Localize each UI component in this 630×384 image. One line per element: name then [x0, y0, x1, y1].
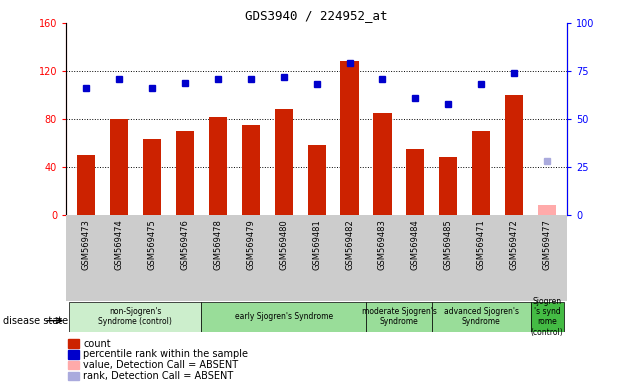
Text: GSM569484: GSM569484 [411, 219, 420, 270]
Bar [472, 131, 490, 215]
Text: GSM569480: GSM569480 [279, 219, 288, 270]
Bar [110, 119, 128, 215]
Title: GDS3940 / 224952_at: GDS3940 / 224952_at [245, 9, 388, 22]
Bar [275, 109, 293, 215]
Text: percentile rank within the sample: percentile rank within the sample [83, 349, 248, 359]
Bar [143, 139, 161, 215]
Text: GSM569471: GSM569471 [477, 219, 486, 270]
Bar [176, 131, 194, 215]
Bar [432, 302, 530, 331]
Text: advanced Sjogren's
Syndrome: advanced Sjogren's Syndrome [444, 307, 519, 326]
Bar [439, 157, 457, 215]
Bar [201, 302, 366, 331]
Bar [307, 146, 326, 215]
Text: GSM569474: GSM569474 [115, 219, 123, 270]
Text: Sjogren
's synd
rome
(control): Sjogren 's synd rome (control) [531, 297, 564, 337]
Bar [66, 215, 567, 301]
Text: value, Detection Call = ABSENT: value, Detection Call = ABSENT [83, 360, 238, 370]
Text: GSM569472: GSM569472 [510, 219, 518, 270]
Text: GSM569475: GSM569475 [147, 219, 156, 270]
Text: rank, Detection Call = ABSENT: rank, Detection Call = ABSENT [83, 371, 233, 381]
Text: GSM569485: GSM569485 [444, 219, 453, 270]
Text: GSM569478: GSM569478 [213, 219, 222, 270]
Bar [374, 113, 391, 215]
Bar [69, 302, 201, 331]
Text: disease state: disease state [3, 316, 68, 326]
Bar [505, 95, 524, 215]
Bar [77, 155, 95, 215]
Text: GSM569482: GSM569482 [345, 219, 354, 270]
Text: count: count [83, 339, 111, 349]
Text: moderate Sjogren's
Syndrome: moderate Sjogren's Syndrome [362, 307, 437, 326]
Text: GSM569481: GSM569481 [312, 219, 321, 270]
Text: non-Sjogren's
Syndrome (control): non-Sjogren's Syndrome (control) [98, 307, 172, 326]
Bar [530, 302, 564, 331]
Text: GSM569483: GSM569483 [378, 219, 387, 270]
Bar [366, 302, 432, 331]
Bar [209, 117, 227, 215]
Bar [538, 205, 556, 215]
Text: GSM569477: GSM569477 [542, 219, 552, 270]
Text: GSM569473: GSM569473 [81, 219, 91, 270]
Text: GSM569476: GSM569476 [180, 219, 189, 270]
Text: early Sjogren's Syndrome: early Sjogren's Syndrome [234, 312, 333, 321]
Text: GSM569479: GSM569479 [246, 219, 255, 270]
Bar [340, 61, 358, 215]
Bar [242, 125, 260, 215]
Bar [406, 149, 425, 215]
